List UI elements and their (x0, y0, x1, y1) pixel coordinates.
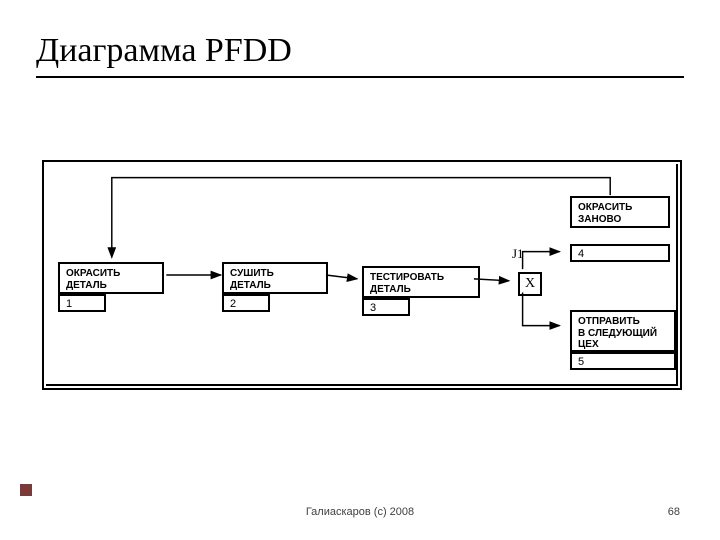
node-repaint-num: 4 (570, 244, 670, 262)
node-repaint: ОКРАСИТЬЗАНОВО (570, 196, 670, 228)
junction-label: J1 (512, 246, 524, 262)
node-test: ТЕСТИРОВАТЬДЕТАЛЬ (362, 266, 480, 298)
decision-x: X (518, 272, 542, 296)
node-send: ОТПРАВИТЬВ СЛЕДУЮЩИЙЦЕХ (570, 310, 676, 352)
node-dry: СУШИТЬДЕТАЛЬ (222, 262, 328, 294)
node-dry-num: 2 (222, 294, 270, 312)
slide: Диаграмма PFDD ОКРАСИТЬДЕТАЛЬ 1 СУШИТЬДЕ… (0, 0, 720, 540)
footer-page: 68 (668, 506, 680, 518)
node-paint: ОКРАСИТЬДЕТАЛЬ (58, 262, 164, 294)
footer-credit: Галиаскаров (с) 2008 (0, 506, 720, 518)
diagram-frame: ОКРАСИТЬДЕТАЛЬ 1 СУШИТЬДЕТАЛЬ 2 ТЕСТИРОВ… (42, 160, 682, 390)
title-underline (36, 76, 684, 78)
node-test-num: 3 (362, 298, 410, 316)
page-title: Диаграмма PFDD (36, 32, 684, 70)
node-send-num: 5 (570, 352, 676, 370)
node-paint-num: 1 (58, 294, 106, 312)
diagram-canvas: ОКРАСИТЬДЕТАЛЬ 1 СУШИТЬДЕТАЛЬ 2 ТЕСТИРОВ… (46, 164, 678, 386)
accent-square (20, 484, 32, 496)
